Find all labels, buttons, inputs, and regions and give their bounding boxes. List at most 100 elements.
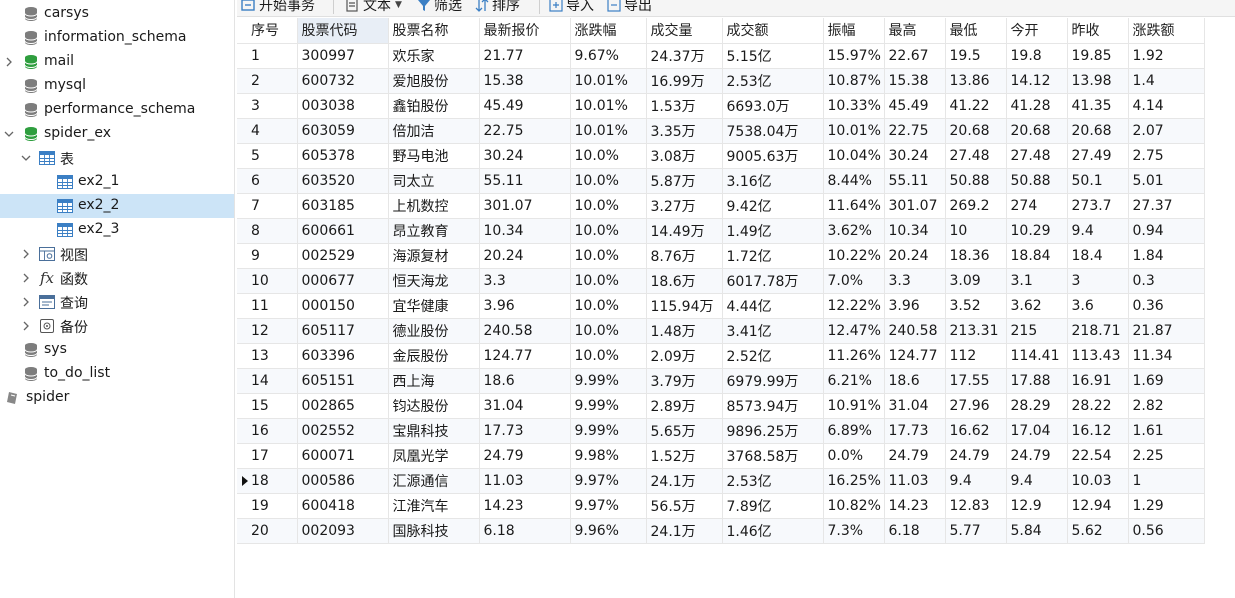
table-cell[interactable]: 27.96 [945, 393, 1007, 419]
row-number-cell[interactable]: 9 [237, 243, 298, 269]
table-cell[interactable]: 15.97% [823, 43, 885, 69]
table-cell[interactable]: 50.1 [1067, 168, 1129, 194]
table-cell[interactable]: 240.58 [884, 318, 946, 344]
table-cell[interactable]: 27.49 [1067, 143, 1129, 169]
table-cell[interactable]: 20.24 [884, 243, 946, 269]
table-cell[interactable]: 1.52万 [646, 443, 723, 469]
table-cell[interactable]: 603185 [297, 193, 389, 219]
table-cell[interactable]: 27.48 [945, 143, 1007, 169]
table-row[interactable]: 17 600071 凤凰光学 24.79 9.98% 1.52万 3768.58万 0.0% 2… [237, 443, 1205, 469]
begin-transaction-button[interactable]: 开始事务 [241, 0, 315, 16]
table-row[interactable]: 18 000586 汇源通信 11.03 9.97% 24.1万 2.53亿 16.25% 11… [237, 468, 1205, 494]
table-cell[interactable]: 603396 [297, 343, 389, 369]
table-cell[interactable]: 9.98% [570, 443, 647, 469]
table-cell[interactable]: 18.84 [1006, 243, 1068, 269]
import-button[interactable]: 导入 [549, 0, 594, 16]
table-cell[interactable]: 21.77 [479, 43, 571, 69]
table-cell[interactable]: 10.0% [570, 243, 647, 269]
table-cell[interactable]: 10.01% [823, 118, 885, 144]
table-cell[interactable]: 124.77 [884, 343, 946, 369]
table-cell[interactable]: 6.21% [823, 368, 885, 394]
table-cell[interactable]: 5.65万 [646, 418, 723, 444]
tree-item-functions[interactable]: fx 函数 [0, 266, 234, 290]
table-cell[interactable]: 汇源通信 [388, 468, 480, 494]
table-cell[interactable]: 2.52亿 [722, 343, 824, 369]
table-cell[interactable]: 11.03 [479, 468, 571, 494]
table-cell[interactable]: 002865 [297, 393, 389, 419]
table-cell[interactable]: 4.44亿 [722, 293, 824, 319]
table-row[interactable]: 14 605151 西上海 18.6 9.99% 3.79万 6979.99万 6.21% 18… [237, 368, 1205, 394]
table-cell[interactable]: 115.94万 [646, 293, 723, 319]
table-cell[interactable]: 野马电池 [388, 143, 480, 169]
table-cell[interactable]: 1 [1128, 468, 1205, 494]
table-cell[interactable]: 3.96 [479, 293, 571, 319]
table-cell[interactable]: 41.35 [1067, 93, 1129, 119]
tree-item-ex2-1[interactable]: ex2_1 [0, 170, 234, 194]
table-cell[interactable]: 12.83 [945, 493, 1007, 519]
row-number-cell[interactable]: 2 [237, 68, 298, 94]
table-cell[interactable]: 28.29 [1006, 393, 1068, 419]
table-cell[interactable]: 17.04 [1006, 418, 1068, 444]
table-cell[interactable]: 22.75 [479, 118, 571, 144]
column-header[interactable]: 成交额 [722, 18, 824, 44]
table-cell[interactable]: 14.23 [479, 493, 571, 519]
table-cell[interactable]: 2.53亿 [722, 68, 824, 94]
table-cell[interactable]: 18.6 [884, 368, 946, 394]
table-cell[interactable]: 鑫铂股份 [388, 93, 480, 119]
chevron-down-icon[interactable] [20, 152, 32, 164]
table-cell[interactable]: 002529 [297, 243, 389, 269]
table-cell[interactable]: 600071 [297, 443, 389, 469]
table-cell[interactable]: 301.07 [884, 193, 946, 219]
table-cell[interactable]: 22.54 [1067, 443, 1129, 469]
table-cell[interactable]: 海源复材 [388, 243, 480, 269]
table-cell[interactable]: 55.11 [479, 168, 571, 194]
table-cell[interactable]: 41.28 [1006, 93, 1068, 119]
chevron-right-icon[interactable] [20, 296, 32, 308]
table-cell[interactable]: 10.29 [1006, 218, 1068, 244]
tree-item-performance-schema[interactable]: performance_schema [0, 98, 234, 122]
table-cell[interactable]: 50.88 [1006, 168, 1068, 194]
row-number-cell[interactable]: 19 [237, 493, 298, 519]
table-cell[interactable]: 55.11 [884, 168, 946, 194]
row-number-cell[interactable]: 7 [237, 193, 298, 219]
table-cell[interactable]: 10.0% [570, 218, 647, 244]
table-row[interactable]: 16 002552 宝鼎科技 17.73 9.99% 5.65万 9896.25万 6.89%… [237, 418, 1205, 444]
table-cell[interactable]: 15.38 [884, 68, 946, 94]
table-cell[interactable]: 600418 [297, 493, 389, 519]
table-cell[interactable]: 9.96% [570, 518, 647, 544]
column-header[interactable]: 最高 [884, 18, 946, 44]
tree-item-spider[interactable]: spider [0, 386, 234, 410]
tree-item-sys[interactable]: sys [0, 338, 234, 362]
table-cell[interactable]: 12.94 [1067, 493, 1129, 519]
table-cell[interactable]: 爱旭股份 [388, 68, 480, 94]
table-cell[interactable]: 17.73 [884, 418, 946, 444]
table-cell[interactable]: 274 [1006, 193, 1068, 219]
table-cell[interactable]: 宝鼎科技 [388, 418, 480, 444]
column-header[interactable]: 昨收 [1067, 18, 1129, 44]
table-cell[interactable]: 218.71 [1067, 318, 1129, 344]
table-cell[interactable]: 欢乐家 [388, 43, 480, 69]
table-cell[interactable]: 10.0% [570, 193, 647, 219]
table-row[interactable]: 11 000150 宜华健康 3.96 10.0% 115.94万 4.44亿 12.22% 3… [237, 293, 1205, 319]
table-cell[interactable]: 215 [1006, 318, 1068, 344]
table-cell[interactable]: 003038 [297, 93, 389, 119]
tree-item-to-do-list[interactable]: to_do_list [0, 362, 234, 386]
row-number-cell[interactable]: 10 [237, 268, 298, 294]
row-number-cell[interactable]: 11 [237, 293, 298, 319]
table-cell[interactable]: 20.68 [945, 118, 1007, 144]
table-cell[interactable]: 12.9 [1006, 493, 1068, 519]
table-cell[interactable]: 24.1万 [646, 468, 723, 494]
table-cell[interactable]: 10.0% [570, 143, 647, 169]
table-cell[interactable]: 3.1 [1006, 268, 1068, 294]
column-header[interactable]: 涨跌幅 [570, 18, 647, 44]
table-cell[interactable]: 司太立 [388, 168, 480, 194]
table-cell[interactable]: 13.86 [945, 68, 1007, 94]
tree-item-mail[interactable]: mail [0, 50, 234, 74]
table-cell[interactable]: 2.53亿 [722, 468, 824, 494]
table-cell[interactable]: 300997 [297, 43, 389, 69]
column-header[interactable]: 股票名称 [388, 18, 480, 44]
tree-item-spider-ex[interactable]: spider_ex [0, 122, 234, 146]
table-cell[interactable]: 1.84 [1128, 243, 1205, 269]
table-cell[interactable]: 国脉科技 [388, 518, 480, 544]
column-header[interactable]: 序号 [237, 18, 298, 44]
